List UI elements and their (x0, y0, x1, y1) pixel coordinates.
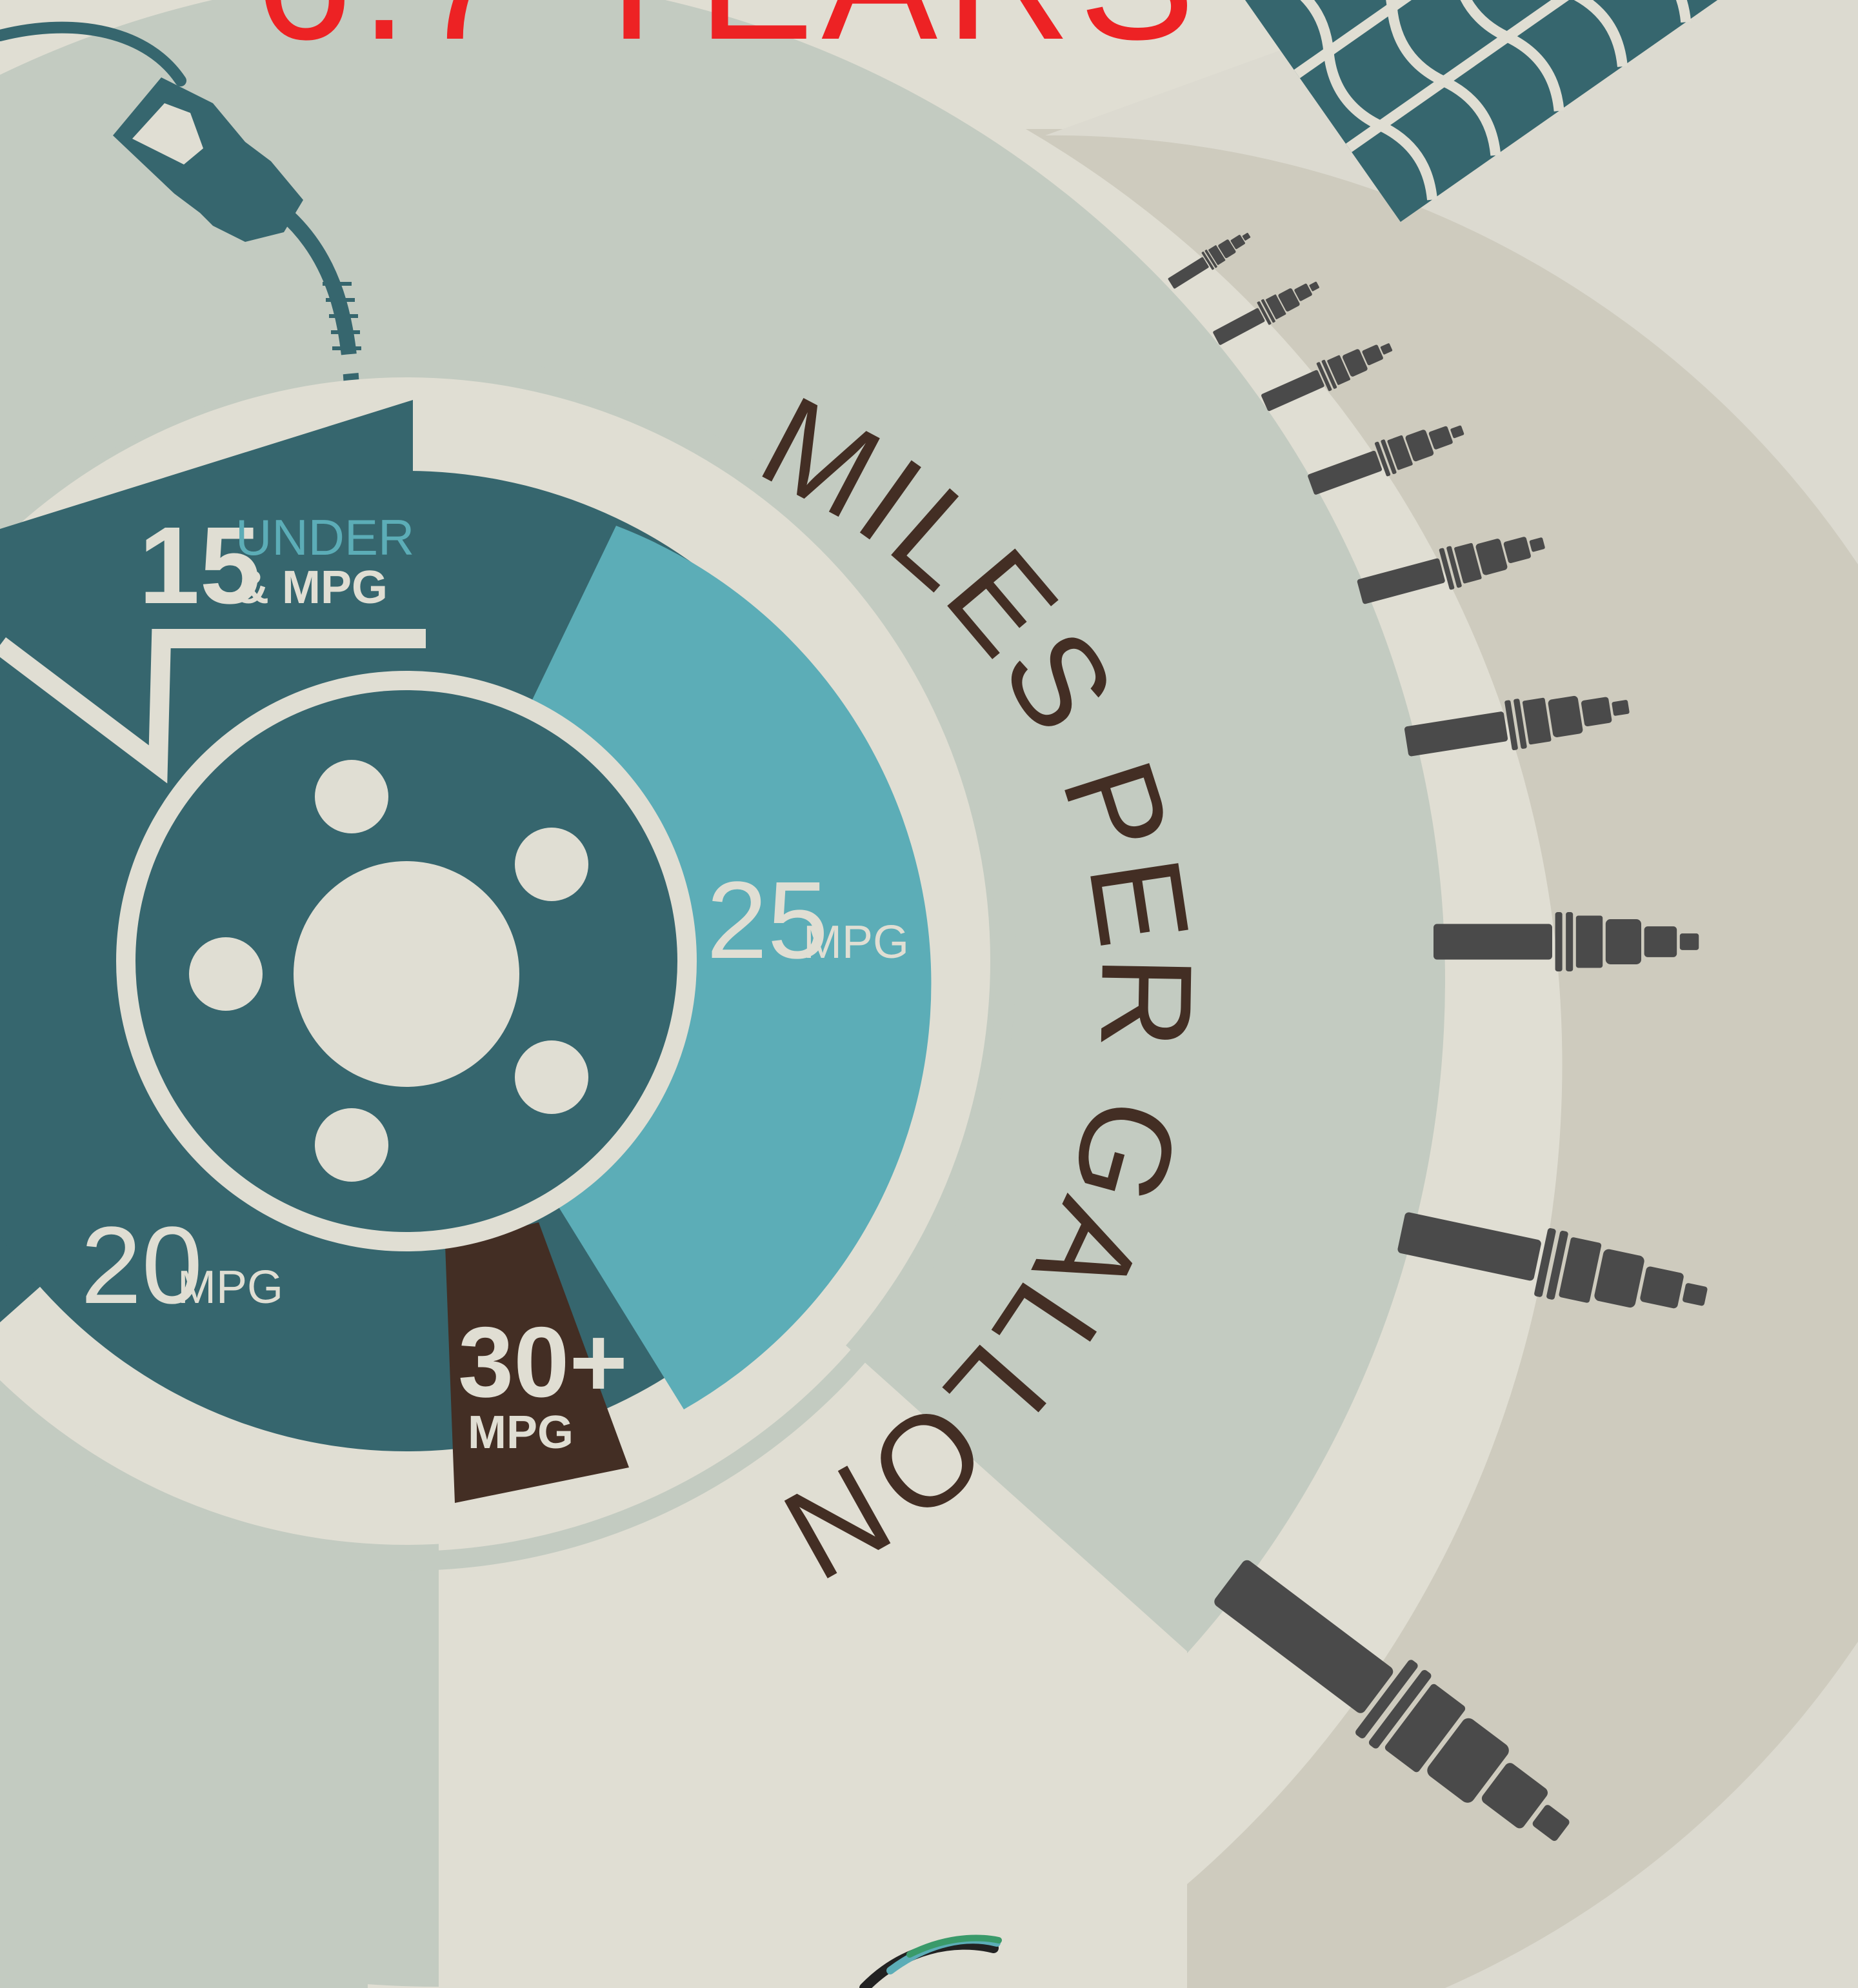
label-15: 15 UNDER & MPG (139, 504, 414, 627)
segment-30-plus (445, 1222, 629, 1503)
outer-band-inner (1045, 0, 1858, 1988)
segment-30-value: 30+ (458, 1306, 628, 1418)
mpg-donut-chart: 15 UNDER & MPG 25 MPG 20 MPG 30+ MPG (0, 352, 1016, 1571)
label-30-plus: 30+ MPG (458, 1306, 628, 1458)
segment-15-prefix: UNDER (235, 509, 414, 566)
label-20: 20 MPG (81, 1204, 283, 1327)
segment-15-sub: & MPG (235, 562, 388, 613)
segment-15-value: 15 (139, 504, 261, 627)
donut-outer-frame (0, 352, 1016, 1571)
label-25: 25 MPG (706, 859, 909, 982)
segment-25-unit: MPG (803, 917, 909, 968)
segment-25-value: 25 (706, 859, 828, 982)
segment-20-unit: MPG (177, 1262, 283, 1313)
tire-tread-icon (1245, 0, 1858, 223)
segment-15 (0, 400, 413, 651)
logo-icon (859, 1934, 1002, 1988)
outer-band (1026, 129, 1858, 1988)
segment-15-gap (0, 629, 426, 784)
segment-20-value: 20 (81, 1204, 203, 1327)
header-title-fragment: 6.7 YEARS (255, 0, 1203, 76)
lower-left-band (0, 1632, 368, 1988)
segment-30-unit: MPG (468, 1407, 574, 1458)
